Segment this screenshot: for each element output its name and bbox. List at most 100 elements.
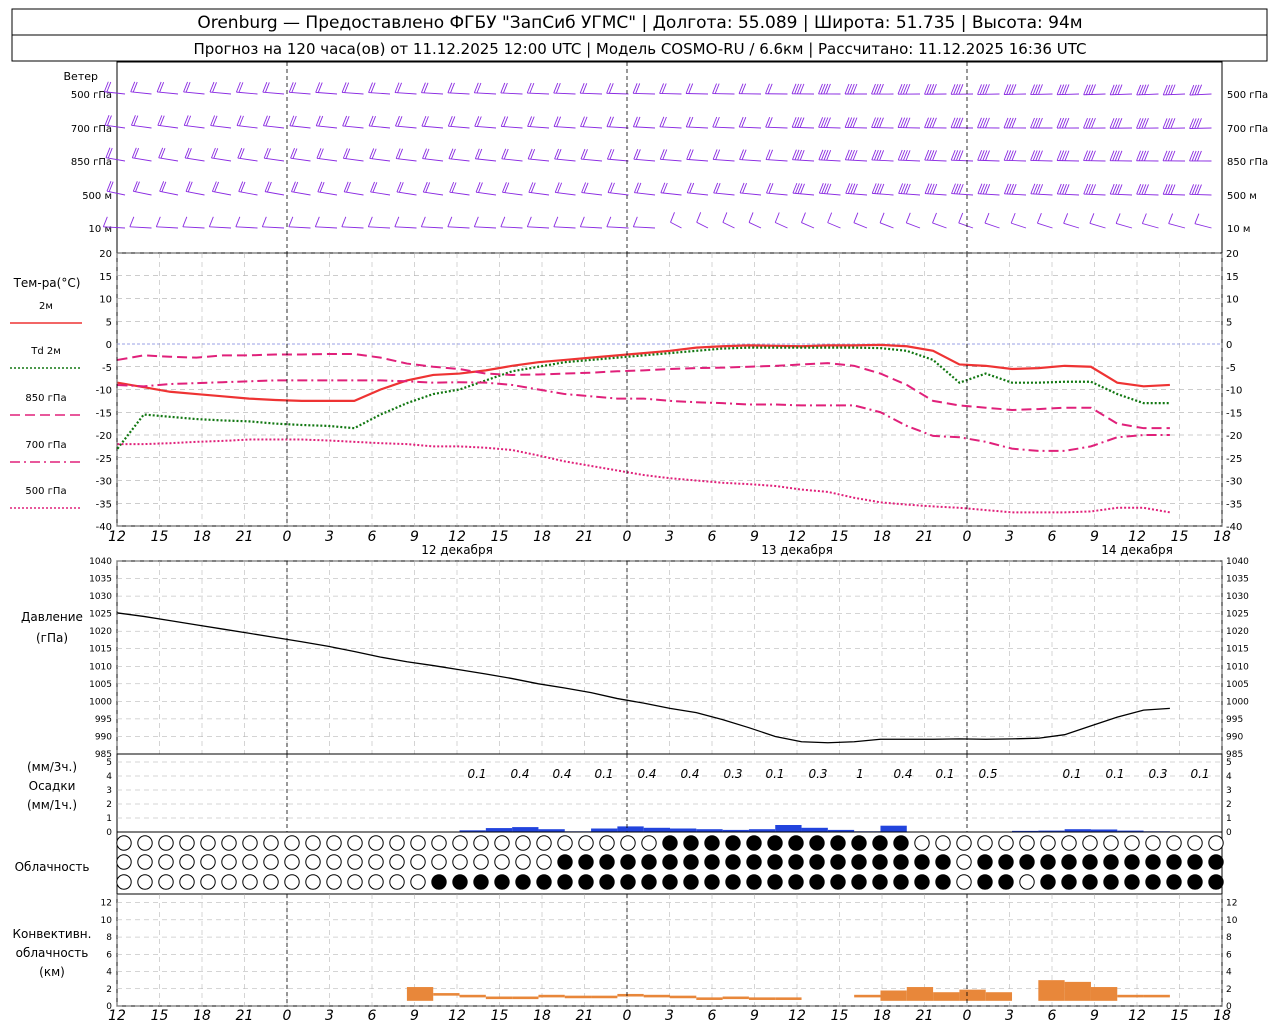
cloud-cover-circle (621, 836, 635, 850)
wind-barb (369, 126, 390, 128)
hour-tick-label: 6 (368, 529, 377, 545)
wind-barb (1110, 194, 1132, 195)
cloud-cover-circle (894, 836, 908, 850)
wind-barb-feather (607, 217, 611, 227)
wind-barb (184, 125, 204, 128)
wind-barb (397, 192, 417, 195)
conv-bar (512, 997, 538, 1000)
wind-barb (766, 127, 788, 128)
wind-barb (713, 159, 734, 161)
cloud-cover-circle (1020, 855, 1034, 869)
wind-barb (819, 127, 841, 128)
pressure-ytick-right: 1010 (1226, 662, 1249, 672)
cloud-cover-circle (558, 855, 572, 869)
cloud-cover-circle (705, 875, 719, 889)
wind-barb (740, 160, 761, 161)
wind-barb (448, 126, 469, 128)
wind-barb (1169, 224, 1185, 228)
temp-ytick-left: 15 (99, 272, 112, 283)
precip-amount-label: 0.4 (893, 767, 912, 781)
temp-legend-label: 850 гПа (25, 393, 66, 404)
hour-tick-label: 3 (665, 529, 674, 545)
wind-barb (792, 127, 814, 128)
cloud-cover-circle (537, 855, 551, 869)
wind-level-label-right: 850 гПа (1227, 157, 1268, 168)
hour-tick-label: 12 (108, 529, 126, 545)
wind-barb (1090, 223, 1106, 228)
conv-ytick-right: 8 (1226, 933, 1232, 943)
hour-tick-label-bottom: 21 (236, 1008, 254, 1024)
wind-barb (501, 227, 523, 228)
precip-ytick-left: 4 (106, 772, 112, 782)
wind-barb-feather (580, 217, 584, 227)
cloud-cover-circle (978, 836, 992, 850)
temp-ytick-left: -25 (96, 454, 112, 465)
cloud-cover-circle (978, 855, 992, 869)
wind-barb (608, 193, 628, 195)
conv-bar (565, 996, 591, 999)
conv-ytick-left: 12 (101, 899, 112, 909)
wind-barb (130, 227, 152, 228)
cloud-cover-circle (159, 855, 173, 869)
cloud-cover-circle (663, 875, 677, 889)
cloud-cover-circle (327, 875, 341, 889)
temp-ytick-right: -15 (1226, 408, 1242, 419)
precip-ytick-right: 0 (1226, 828, 1232, 838)
wind-barb (554, 227, 576, 228)
wind-barb (1195, 224, 1212, 228)
pressure-ytick-right: 995 (1226, 715, 1243, 725)
cloud-cover-circle (831, 875, 845, 889)
cloud-cover-circle (453, 855, 467, 869)
temp-ytick-right: 20 (1226, 249, 1239, 260)
hour-tick-label-bottom: 18 (873, 1008, 891, 1024)
hour-tick-label-bottom: 3 (1005, 1008, 1014, 1024)
wind-barb (554, 93, 576, 94)
hour-tick-label: 15 (491, 529, 509, 545)
hour-tick-label-bottom: 0 (283, 1008, 292, 1024)
cloud-cover-circle (936, 855, 950, 869)
precip-bar (670, 829, 696, 833)
wind-barb (555, 159, 576, 161)
cloud-cover-circle (915, 875, 929, 889)
cloud-cover-circle (474, 855, 488, 869)
conv-bar (1038, 980, 1064, 1001)
cloud-cover-circle (1104, 855, 1118, 869)
precip-amount-label: 0.1 (765, 767, 784, 781)
precip-ytick-left: 2 (106, 800, 112, 810)
cloud-cover-circle (1167, 855, 1181, 869)
temp-ytick-left: 20 (99, 249, 112, 260)
pressure-ytick-left: 990 (95, 732, 112, 742)
precip-amount-label: 0.1 (1105, 767, 1124, 781)
cloud-cover-circle (1209, 875, 1223, 889)
cloud-cover-circle (978, 875, 992, 889)
wind-barb (342, 227, 364, 228)
hour-tick-label-bottom: 18 (1213, 1008, 1231, 1024)
precip-bar (802, 828, 828, 832)
wind-barb (775, 223, 787, 228)
wind-barb-feather (183, 217, 187, 227)
cloud-cover-circle (285, 855, 299, 869)
cloud-cover-circle (642, 875, 656, 889)
cloud-cover-circle (285, 875, 299, 889)
cloud-cover-circle (1083, 836, 1097, 850)
wind-barb (951, 194, 973, 195)
cloud-cover-circle (453, 875, 467, 889)
wind-barb (1163, 194, 1185, 195)
cloud-cover-circle (915, 836, 929, 850)
cloud-cover-circle (390, 875, 404, 889)
wind-barb (371, 192, 390, 195)
wind-barb (792, 160, 814, 161)
precip-amount-label: 0.4 (510, 767, 529, 781)
hour-tick-label-bottom: 21 (916, 1008, 934, 1024)
precip-ytick-left: 0 (106, 828, 112, 838)
cloud-cover-circle (1188, 855, 1202, 869)
pressure-ytick-right: 1025 (1226, 610, 1249, 620)
wind-barb (1004, 160, 1026, 161)
cloud-cover-circle (117, 855, 131, 869)
day-label: 12 декабря (421, 543, 493, 557)
wind-barb (395, 227, 417, 228)
conv-ytick-right: 2 (1226, 985, 1232, 995)
cloud-cover-circle (1167, 836, 1181, 850)
temp-legend-label: 700 гПа (25, 440, 66, 451)
